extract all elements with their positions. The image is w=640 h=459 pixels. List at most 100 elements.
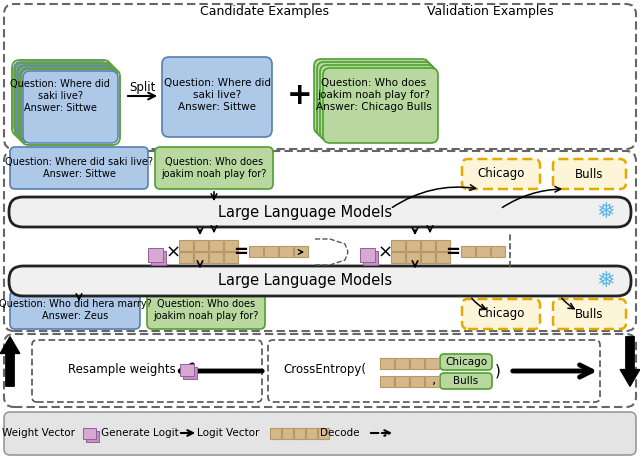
Bar <box>410 376 424 387</box>
FancyBboxPatch shape <box>147 291 265 329</box>
Bar <box>264 246 278 257</box>
Text: Question: Who does
joakim noah play for?: Question: Who does joakim noah play for? <box>161 157 267 179</box>
FancyBboxPatch shape <box>23 71 118 143</box>
FancyBboxPatch shape <box>314 59 429 134</box>
Text: Chicago: Chicago <box>477 308 525 320</box>
Text: Decode: Decode <box>320 428 360 438</box>
Bar <box>86 431 99 442</box>
Bar <box>209 240 223 251</box>
Text: ❅: ❅ <box>596 202 615 222</box>
Bar <box>421 240 435 251</box>
Bar <box>425 376 439 387</box>
Bar <box>436 252 450 263</box>
Text: Question: Where did saki live?
Answer: Sittwe: Question: Where did saki live? Answer: S… <box>5 157 153 179</box>
Text: Question: Who does
joakim noah play for?: Question: Who does joakim noah play for? <box>154 299 259 321</box>
FancyBboxPatch shape <box>4 4 636 149</box>
FancyBboxPatch shape <box>9 197 631 227</box>
Bar <box>179 252 193 263</box>
Bar <box>224 252 238 263</box>
Bar <box>294 428 305 439</box>
Text: Large Language Models: Large Language Models <box>218 274 392 289</box>
Text: =: = <box>445 243 461 261</box>
Bar <box>406 240 420 251</box>
Text: Question: Who does
joakim noah play for?
Answer: Chicago Bulls: Question: Who does joakim noah play for?… <box>316 78 432 112</box>
Bar <box>461 246 475 257</box>
Text: Question: Who did hera marry?
Answer: Zeus: Question: Who did hera marry? Answer: Ze… <box>0 299 152 321</box>
Text: Logit Vector: Logit Vector <box>197 428 259 438</box>
Text: Validation Examples: Validation Examples <box>427 6 554 18</box>
FancyBboxPatch shape <box>17 65 112 137</box>
Bar <box>194 240 208 251</box>
FancyBboxPatch shape <box>4 151 636 331</box>
Text: Question: Where did
saki live?
Answer: Sittwe: Question: Where did saki live? Answer: S… <box>163 78 271 112</box>
Bar <box>425 358 439 369</box>
Text: Bulls: Bulls <box>453 376 479 386</box>
Bar <box>391 240 405 251</box>
Text: ): ) <box>495 364 501 379</box>
FancyBboxPatch shape <box>155 147 273 189</box>
FancyBboxPatch shape <box>553 299 626 329</box>
FancyBboxPatch shape <box>20 68 115 140</box>
Bar <box>391 252 405 263</box>
Bar <box>194 252 208 263</box>
Text: CrossEntropy(: CrossEntropy( <box>284 363 367 375</box>
FancyBboxPatch shape <box>268 340 600 402</box>
FancyBboxPatch shape <box>4 412 636 455</box>
FancyBboxPatch shape <box>440 373 492 389</box>
Bar <box>183 367 197 379</box>
FancyBboxPatch shape <box>4 334 636 407</box>
Bar <box>491 246 505 257</box>
Bar <box>380 376 394 387</box>
Bar <box>148 248 163 262</box>
Text: ❅: ❅ <box>596 271 615 291</box>
FancyBboxPatch shape <box>320 65 435 140</box>
Text: $\times$: $\times$ <box>377 243 391 261</box>
Text: Generate Logit: Generate Logit <box>101 428 179 438</box>
Text: Bulls: Bulls <box>575 308 604 320</box>
Bar <box>294 246 308 257</box>
FancyBboxPatch shape <box>14 62 109 134</box>
Text: Chicago: Chicago <box>477 168 525 180</box>
Bar <box>209 252 223 263</box>
Bar <box>180 364 194 376</box>
FancyBboxPatch shape <box>10 291 140 329</box>
Text: $\times$: $\times$ <box>164 243 179 261</box>
Text: Question: Where did
saki live?
Answer: Sittwe: Question: Where did saki live? Answer: S… <box>10 79 110 112</box>
FancyBboxPatch shape <box>317 62 432 137</box>
Bar <box>83 428 96 439</box>
Bar <box>179 240 193 251</box>
FancyBboxPatch shape <box>9 266 631 296</box>
Text: Split: Split <box>129 80 155 94</box>
Bar <box>360 248 375 262</box>
Bar <box>436 240 450 251</box>
Bar <box>224 240 238 251</box>
Bar <box>421 252 435 263</box>
FancyBboxPatch shape <box>32 340 262 402</box>
Bar <box>380 358 394 369</box>
Bar <box>476 246 490 257</box>
Bar <box>363 251 378 265</box>
Bar <box>282 428 293 439</box>
FancyBboxPatch shape <box>462 299 540 329</box>
FancyArrowPatch shape <box>0 337 20 386</box>
Bar <box>318 428 329 439</box>
FancyBboxPatch shape <box>323 68 438 143</box>
Bar <box>270 428 281 439</box>
Text: =: = <box>234 243 248 261</box>
Text: Large Language Models: Large Language Models <box>218 205 392 219</box>
Bar <box>249 246 263 257</box>
Text: +: + <box>287 80 313 110</box>
Bar <box>151 251 166 265</box>
Bar <box>306 428 317 439</box>
Text: Candidate Examples: Candidate Examples <box>200 6 330 18</box>
FancyArrowPatch shape <box>620 337 640 386</box>
Bar <box>410 358 424 369</box>
FancyBboxPatch shape <box>440 354 492 370</box>
FancyBboxPatch shape <box>10 147 148 189</box>
Text: ,: , <box>432 372 436 386</box>
Bar <box>406 252 420 263</box>
Text: Resample weights: Resample weights <box>68 363 176 375</box>
Bar <box>395 358 409 369</box>
Bar <box>279 246 293 257</box>
FancyBboxPatch shape <box>462 159 540 189</box>
